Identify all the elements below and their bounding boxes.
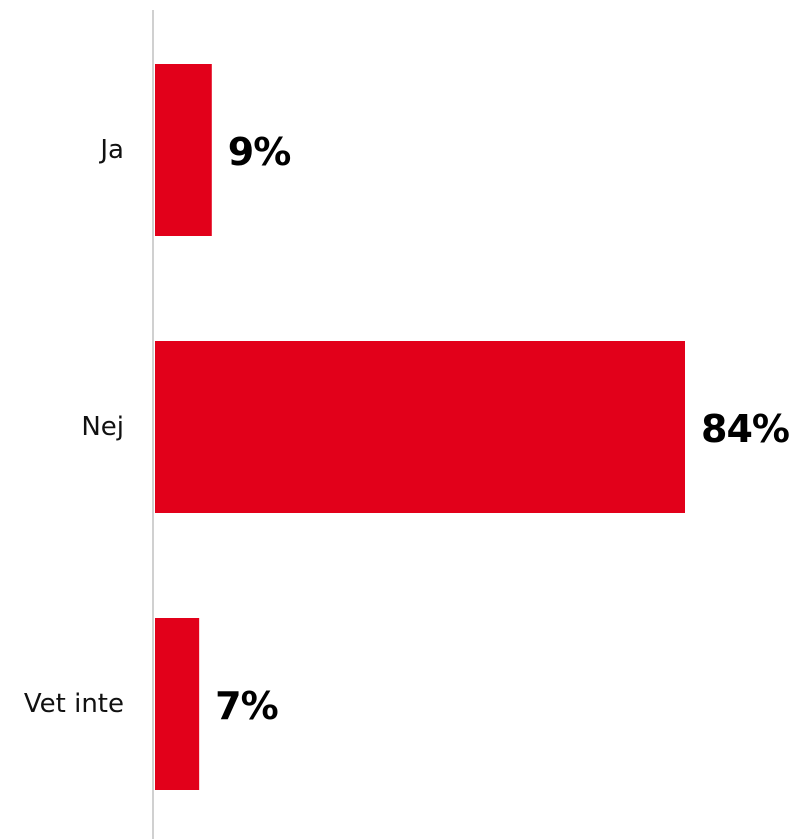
category-label: Vet inte <box>24 689 124 719</box>
bars-group <box>155 64 685 790</box>
value-labels-group: 9% 84% 7% <box>215 130 790 728</box>
category-label: Ja <box>98 135 124 165</box>
value-label: 7% <box>215 684 278 728</box>
value-label: 84% <box>701 407 789 451</box>
value-label: 9% <box>228 130 291 174</box>
category-labels-group: Ja Nej Vet inte <box>24 135 124 719</box>
bar-ja <box>155 64 212 236</box>
bar-vet-inte <box>155 618 200 790</box>
category-label: Nej <box>81 412 124 442</box>
bar-nej <box>155 341 685 513</box>
